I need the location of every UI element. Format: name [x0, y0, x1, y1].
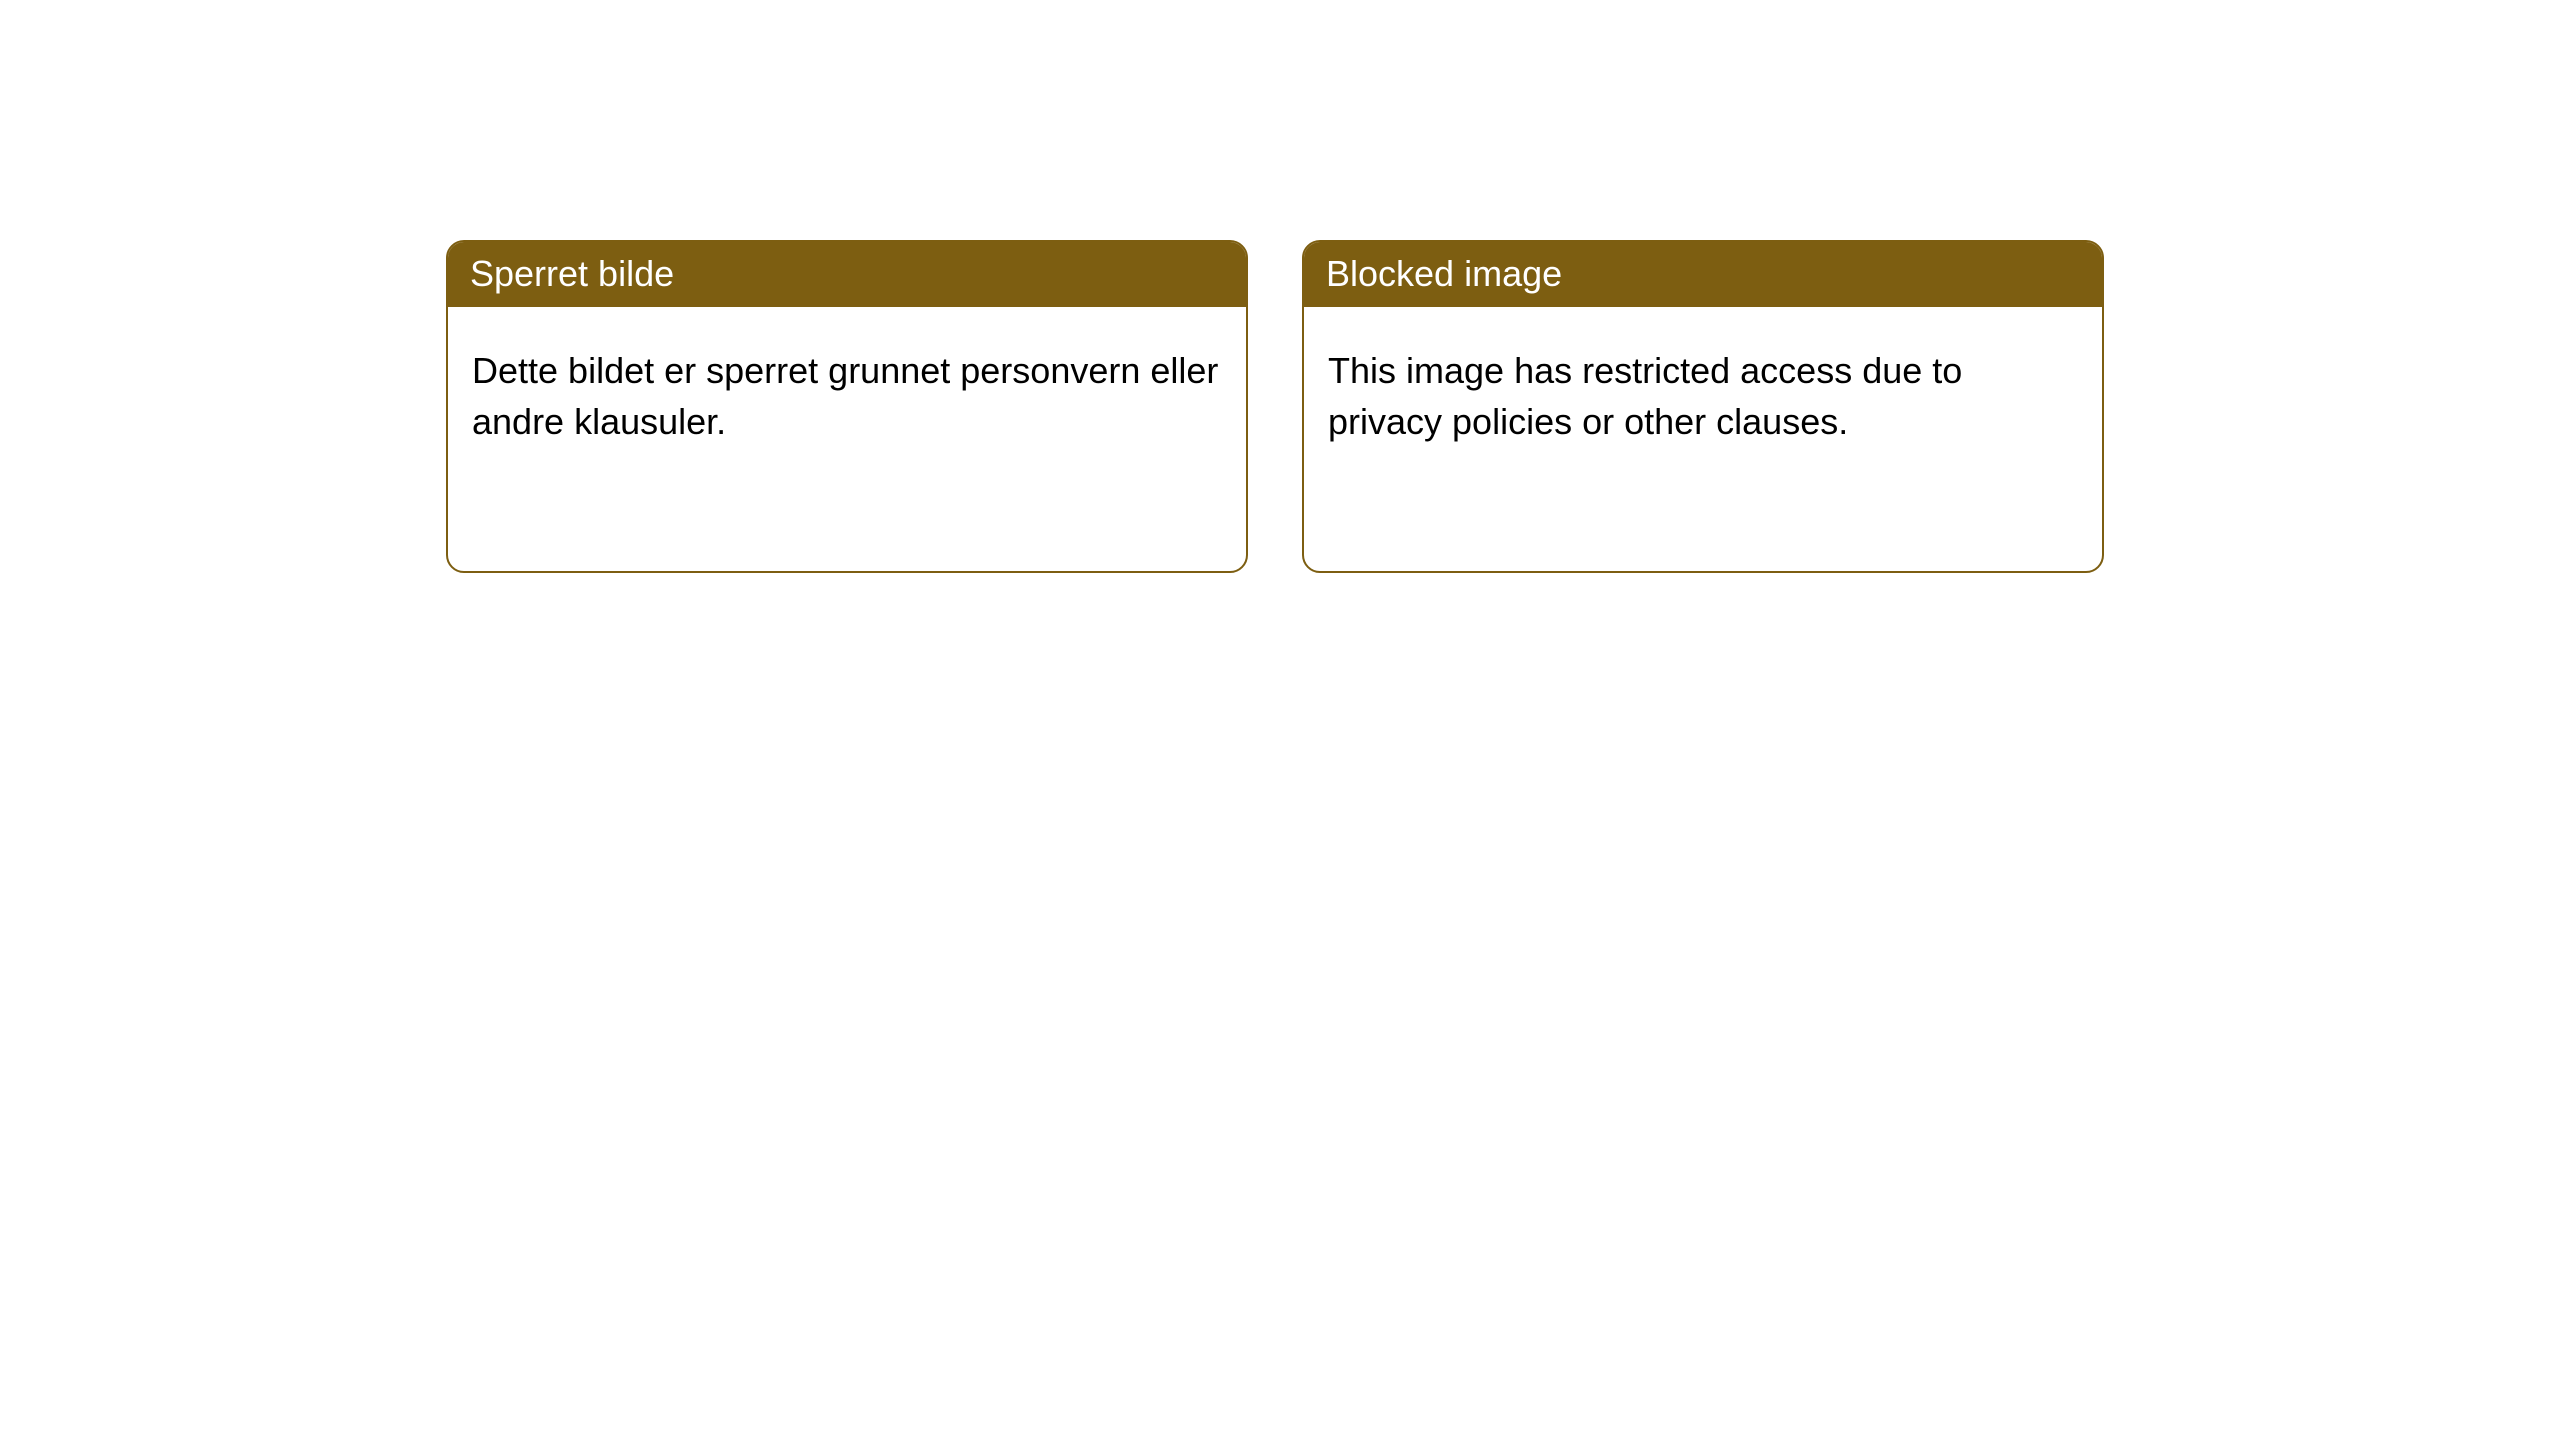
card-body-text: This image has restricted access due to …: [1328, 350, 1962, 442]
blocked-image-card-en: Blocked image This image has restricted …: [1302, 240, 2104, 573]
card-title: Blocked image: [1326, 253, 1562, 294]
card-title: Sperret bilde: [470, 253, 674, 294]
card-body-text: Dette bildet er sperret grunnet personve…: [472, 350, 1218, 442]
card-header: Blocked image: [1304, 242, 2102, 307]
blocked-image-card-no: Sperret bilde Dette bildet er sperret gr…: [446, 240, 1248, 573]
card-body: Dette bildet er sperret grunnet personve…: [448, 307, 1246, 471]
card-container: Sperret bilde Dette bildet er sperret gr…: [0, 0, 2560, 573]
card-header: Sperret bilde: [448, 242, 1246, 307]
card-body: This image has restricted access due to …: [1304, 307, 2102, 471]
